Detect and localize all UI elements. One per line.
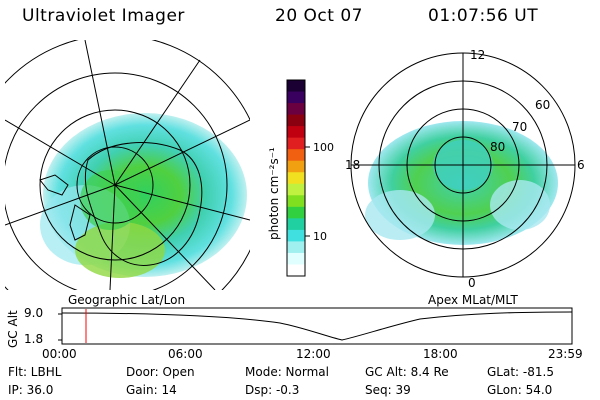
instrument-title: Ultraviolet Imager: [22, 6, 185, 26]
meridian: [84, 40, 116, 186]
status-door: Door: Open: [126, 365, 195, 379]
timeline-xtick-0600: 06:00: [168, 347, 203, 361]
status-filter: Flt: LBHL: [8, 365, 62, 379]
colorbar-segment: [287, 91, 305, 104]
colorbar-segment: [287, 114, 305, 127]
status-gc-alt: GC Alt: 8.4 Re: [365, 365, 449, 379]
mlt-label-6: 6: [577, 158, 585, 172]
status-ip: IP: 36.0: [8, 383, 54, 397]
colorbar-segment: [287, 126, 305, 139]
colorbar-segment: [287, 160, 305, 173]
colorbar-segment: [287, 149, 305, 162]
lat-circle-1: [76, 146, 154, 224]
colorbar-segment: [287, 195, 305, 208]
mlat-label-80: 80: [490, 140, 506, 154]
status-glat: GLat: -81.5: [487, 365, 554, 379]
lat-circle-2: [39, 109, 191, 261]
status-glon: GLon: 54.0: [487, 383, 553, 397]
timeline-ytick-1_8: 1.8: [24, 332, 44, 346]
colorbar-segment: [287, 241, 305, 254]
mlt-label-12: 12: [470, 48, 486, 62]
colorbar-segment: [287, 137, 305, 150]
colorbar-segment: [287, 183, 305, 196]
continent-outline: [84, 142, 203, 266]
magnetic-map-label: Apex MLat/MLT: [428, 293, 518, 307]
status-seq: Seq: 39: [365, 383, 411, 397]
timeline-frame: [61, 307, 573, 345]
mlat-label-70: 70: [512, 120, 528, 134]
colorbar-frame: [286, 79, 306, 277]
mlt-label-18: 18: [345, 158, 361, 172]
colorbar-tick-100: 100: [313, 141, 334, 154]
time-label: 01:07:56 UT: [428, 6, 539, 26]
mlat-label-60: 60: [535, 98, 551, 112]
mlt-label-0: 0: [468, 276, 476, 290]
status-gain: Gain: 14: [126, 383, 177, 397]
timeline-ytick-9: 9.0: [24, 306, 44, 320]
colorbar-unit-label: photon cm⁻²s⁻¹: [267, 147, 281, 240]
timeline-xtick-2359: 23:59: [548, 347, 583, 361]
status-mode: Mode: Normal: [245, 365, 329, 379]
colorbar-segment: [287, 206, 305, 219]
date-label: 20 Oct 07: [275, 6, 363, 26]
altitude-curve: [61, 311, 573, 341]
timeline-xtick-0000: 00:00: [42, 347, 77, 361]
colorbar-segment: [287, 172, 305, 185]
colorbar-segment: [287, 103, 305, 116]
lat-circle-3: [5, 72, 228, 290]
magnetic-map: [350, 52, 576, 278]
altitude-timeline: [58, 307, 573, 345]
timeline-xtick-1200: 12:00: [296, 347, 331, 361]
timeline-xtick-1800: 18:00: [423, 347, 458, 361]
colorbar: [286, 79, 306, 277]
colorbar-segment: [287, 229, 305, 242]
status-dsp: Dsp: -0.3: [245, 383, 300, 397]
geographic-map: [5, 40, 250, 290]
geographic-map-label: Geographic Lat/Lon: [68, 293, 186, 307]
colorbar-segment: [287, 264, 305, 277]
colorbar-tick-10: 10: [313, 230, 327, 243]
colorbar-segment: [287, 252, 305, 265]
timeline-axis-label: GC Alt: [6, 310, 20, 348]
colorbar-segment: [287, 218, 305, 231]
colorbar-segment: [287, 80, 305, 93]
